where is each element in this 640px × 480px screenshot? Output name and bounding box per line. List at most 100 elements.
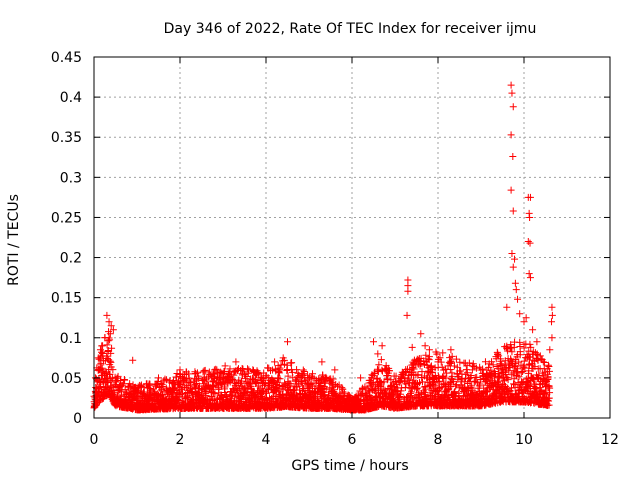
data-point [533, 338, 541, 346]
data-point [536, 384, 544, 392]
y-tick-label: 0 [73, 411, 82, 427]
data-point [546, 389, 554, 397]
y-axis-label: ROTI / TECUs [6, 194, 22, 286]
data-point [468, 382, 476, 390]
data-point [472, 364, 480, 372]
data-point [374, 368, 382, 376]
data-point [246, 381, 254, 389]
data-point [174, 396, 182, 404]
data-point [548, 303, 556, 311]
data-point [495, 352, 503, 360]
data-point [511, 255, 519, 263]
data-point [545, 401, 553, 409]
data-point [427, 362, 435, 370]
data-point [495, 377, 503, 385]
y-tick-label: 0.25 [51, 210, 82, 226]
data-point [276, 375, 284, 383]
data-point [126, 380, 134, 388]
data-point [436, 354, 444, 362]
data-point [447, 346, 455, 354]
data-point [105, 318, 113, 326]
data-point [106, 357, 114, 365]
data-point [94, 354, 102, 362]
data-point [526, 213, 534, 221]
data-point [392, 380, 400, 388]
data-point [176, 366, 184, 374]
data-point [159, 391, 167, 399]
data-point [514, 295, 522, 303]
data-point [508, 371, 516, 379]
data-point [408, 388, 416, 396]
data-point [522, 314, 530, 322]
data-point [258, 374, 266, 382]
data-point [534, 356, 542, 364]
data-point [545, 382, 553, 390]
data-point [469, 360, 477, 368]
data-point [456, 358, 464, 366]
data-point [218, 392, 226, 400]
data-point [244, 365, 252, 373]
data-point [465, 359, 473, 367]
data-point [161, 375, 169, 383]
data-point [523, 385, 531, 393]
y-tick-label: 0.45 [51, 50, 82, 66]
data-point [526, 340, 534, 348]
data-point [378, 342, 386, 350]
data-point [509, 263, 517, 271]
data-point [103, 311, 111, 319]
data-point [245, 366, 253, 374]
x-tick-label: 10 [515, 432, 533, 448]
x-tick-label: 12 [601, 432, 619, 448]
data-point [447, 357, 455, 365]
data-point [513, 368, 521, 376]
data-point [298, 378, 306, 386]
data-point [425, 353, 433, 361]
data-point [249, 368, 257, 376]
y-tick-label: 0.3 [60, 170, 82, 186]
x-tick-label: 0 [90, 432, 99, 448]
data-point [507, 344, 515, 352]
data-point [191, 381, 199, 389]
data-point [210, 366, 218, 374]
data-point [106, 336, 114, 344]
data-point [377, 356, 385, 364]
data-point [319, 384, 327, 392]
x-tick-label: 6 [348, 432, 357, 448]
points-layer [90, 81, 556, 414]
data-point [193, 369, 201, 377]
data-point [368, 380, 376, 388]
data-point [517, 369, 525, 377]
data-point [275, 367, 283, 375]
data-point [502, 370, 510, 378]
data-point [340, 389, 348, 397]
x-axis-label: GPS time / hours [291, 458, 408, 474]
data-point [507, 81, 515, 89]
data-point [121, 376, 129, 384]
data-point [99, 342, 107, 350]
data-point [185, 370, 193, 378]
data-point [416, 379, 424, 387]
data-point [309, 370, 317, 378]
data-point [545, 367, 553, 375]
data-point [453, 363, 461, 371]
data-point [253, 367, 261, 375]
data-point [533, 350, 541, 358]
data-point [221, 367, 229, 375]
y-tick-label: 0.1 [60, 331, 82, 347]
data-point [129, 356, 137, 364]
data-point [452, 355, 460, 363]
data-point [211, 390, 219, 398]
data-point [97, 366, 105, 374]
data-point [447, 358, 455, 366]
data-point [509, 207, 517, 215]
data-point [118, 381, 126, 389]
data-point [284, 338, 291, 346]
data-point [195, 375, 203, 383]
data-point [255, 370, 263, 378]
y-tick-label: 0.4 [60, 90, 82, 106]
data-point [434, 378, 442, 386]
data-point [258, 387, 266, 395]
data-point [212, 365, 220, 373]
data-point [103, 341, 111, 349]
